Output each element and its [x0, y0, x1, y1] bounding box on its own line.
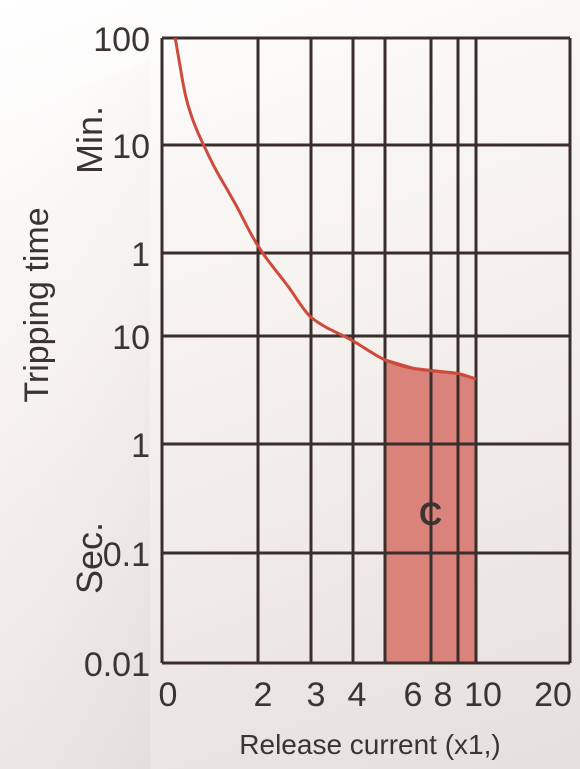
x-tick-label: 0: [159, 676, 178, 714]
x-tick-labels: 0 2 3 4 6 8 10 20: [159, 676, 572, 714]
x-tick-label: 3: [307, 676, 326, 714]
grid-layer: [160, 36, 572, 665]
y-unit-seconds: Sec.: [69, 522, 110, 594]
x-tick-label: 10: [464, 676, 502, 714]
x-tick-label: 2: [254, 676, 273, 714]
y-unit-minutes: Min.: [69, 106, 110, 174]
y-tick-label: 0.1: [103, 536, 150, 574]
y-tick-label: 0.01: [84, 646, 150, 684]
curve-layer: [173, 37, 477, 381]
x-tick-label: 20: [534, 676, 572, 714]
y-tick-label: 1: [131, 236, 150, 274]
x-tick-label: 8: [434, 676, 453, 714]
y-axis-title: Tripping time: [18, 207, 56, 402]
background-decoration: [0, 60, 150, 769]
x-tick-label: 6: [404, 676, 423, 714]
x-axis-title: Release current (x1,): [239, 729, 500, 760]
y-tick-label: 100: [93, 21, 150, 59]
y-tick-labels: 100 10 1 10 1 0.1 0.01: [84, 21, 150, 684]
y-tick-label: 10: [112, 128, 150, 166]
y-tick-label: 10: [112, 319, 150, 357]
tripping-curve-line: [173, 37, 477, 381]
y-tick-label: 1: [131, 427, 150, 465]
x-tick-label: 4: [348, 676, 367, 714]
